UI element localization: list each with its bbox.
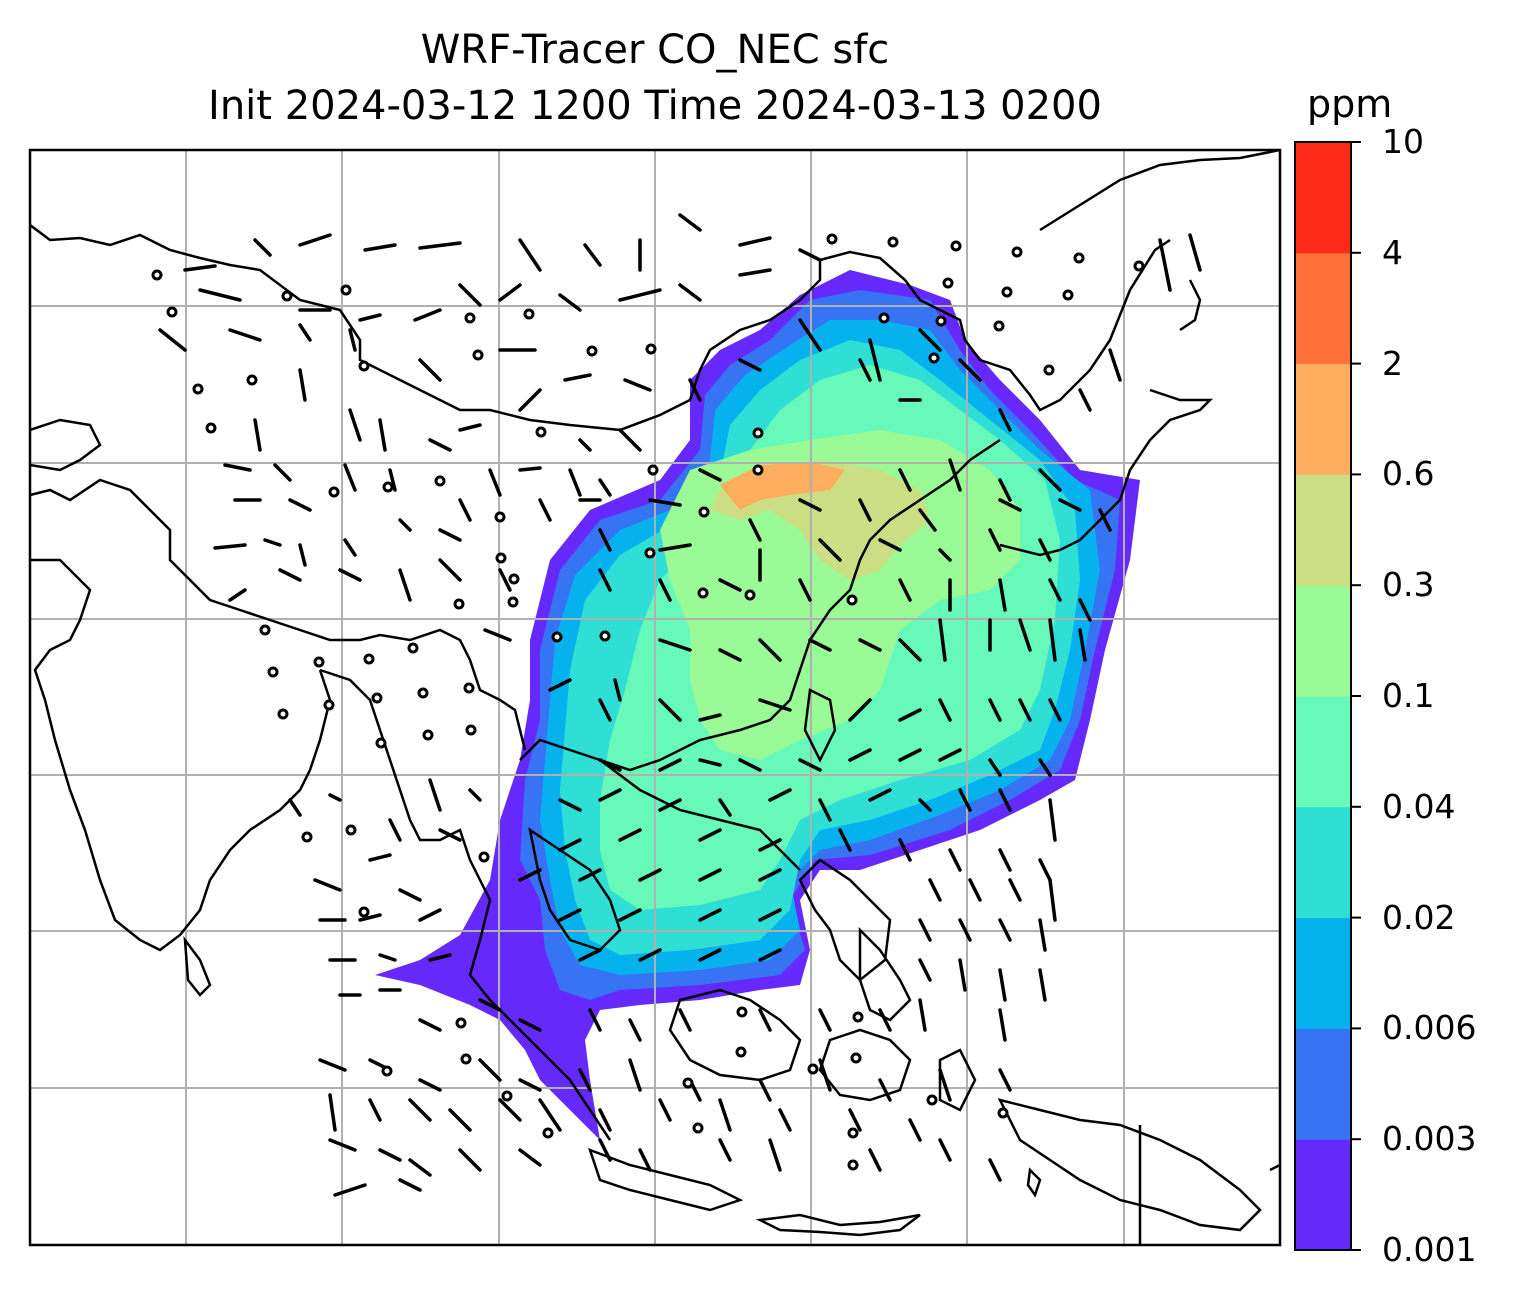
colorbar-block (1295, 1139, 1351, 1251)
colorbar-tick-label: 0.003 (1382, 1119, 1477, 1159)
colorbar-block (1295, 696, 1351, 808)
colorbar-block (1295, 363, 1351, 475)
colorbar-ticks (1351, 141, 1361, 1251)
colorbar-tick-label: 4 (1382, 232, 1403, 272)
map-frame (28, 148, 1282, 1247)
colorbar-tick-label: 0.3 (1382, 565, 1435, 605)
colorbar-block (1295, 142, 1351, 254)
gridlines (30, 150, 1280, 1245)
colorbar-tick-label: 0.6 (1382, 454, 1435, 494)
calm-wind-markers (151, 233, 1145, 1171)
tracer-band-0.6 (720, 462, 845, 510)
colorbar-tick-label: 0.02 (1382, 897, 1456, 937)
colorbar-block (1295, 474, 1351, 586)
colorbar-tick-label: 0.001 (1382, 1230, 1477, 1269)
colorbar-block (1295, 917, 1351, 1029)
colorbar-tick-label: 10 (1382, 122, 1424, 161)
map-title-line2: Init 2024-03-12 1200 Time 2024-03-13 020… (208, 83, 1102, 129)
colorbar-tick-label: 0.04 (1382, 786, 1456, 826)
map-title-line1: WRF-Tracer CO_NEC sfc (420, 27, 890, 73)
colorbar-tick-label: 0.1 (1382, 676, 1435, 715)
colorbar-tick-label: 0.006 (1382, 1008, 1477, 1048)
colorbar-tick-label: 2 (1382, 343, 1403, 383)
colorbar-block (1295, 806, 1351, 919)
colorbar-block (1295, 1028, 1351, 1140)
wind-barbs (158, 213, 1202, 1197)
colorbar-block (1295, 252, 1351, 365)
coastlines (30, 150, 1280, 1245)
colorbar-blocks (1295, 142, 1351, 1251)
colorbar-block (1295, 585, 1351, 697)
colorbar-unit-label: ppm (1307, 82, 1393, 126)
